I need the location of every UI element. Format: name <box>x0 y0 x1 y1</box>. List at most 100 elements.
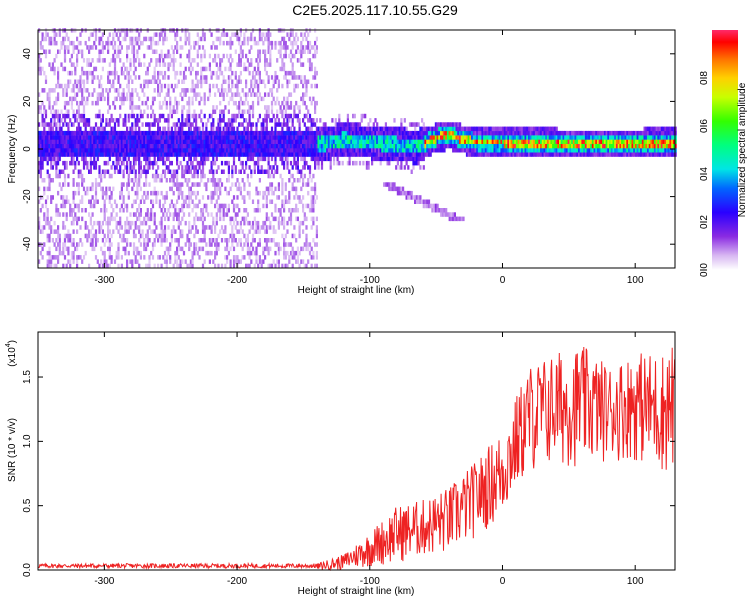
spectrogram-cell <box>77 203 80 209</box>
spectrogram-cell <box>217 152 220 157</box>
spectrogram-cell <box>215 126 218 132</box>
spectrogram-cell <box>436 139 439 144</box>
spectrogram-cell <box>434 148 437 153</box>
spectrogram-cell <box>41 45 44 50</box>
spectrogram-cell <box>236 178 239 183</box>
spectrogram-cell <box>207 118 210 123</box>
spectrogram-cell <box>279 143 282 149</box>
spectrogram-cell <box>122 246 125 252</box>
spectrogram-cell <box>255 208 258 213</box>
spectrogram-cell <box>88 70 91 76</box>
spectrogram-cell <box>89 186 92 192</box>
spectrogram-cell <box>48 178 51 183</box>
spectrogram-cell <box>355 139 358 144</box>
spectrogram-cell <box>153 32 156 37</box>
spectrogram-cell <box>396 186 399 192</box>
spectrogram-cell <box>172 122 175 127</box>
spectrogram-cell <box>283 216 286 222</box>
spectrogram-cell <box>343 148 346 153</box>
spectrogram-cell <box>101 126 104 132</box>
spectrogram-cell <box>424 143 427 149</box>
spectrogram-cell <box>74 216 77 222</box>
spectrogram-cell <box>58 242 61 247</box>
spectrogram-cell <box>300 173 303 179</box>
spectrogram-cell <box>360 152 363 157</box>
spectrogram-cell <box>462 135 465 140</box>
spectrogram-cell <box>281 109 284 114</box>
spectrogram-cell <box>150 58 153 63</box>
spectrogram-cell <box>346 148 349 153</box>
spectrogram-cell <box>148 212 151 217</box>
spectrogram-cell <box>86 233 89 239</box>
spectrogram-cell <box>267 79 270 84</box>
spectrogram-cell <box>427 203 431 209</box>
spectrogram-cell <box>421 118 424 123</box>
spectrogram-cell <box>276 58 279 63</box>
spectrogram-cell <box>305 113 308 119</box>
spectrogram-cell <box>53 242 56 247</box>
spectrogram-cell <box>324 126 327 132</box>
spectrogram-cell <box>44 79 48 84</box>
spectrogram-cell <box>63 139 67 144</box>
spectrogram-cell <box>148 122 151 127</box>
spectrogram-cell <box>172 135 175 140</box>
spectrogram-cell <box>405 139 408 144</box>
spectrogram-cell <box>198 113 201 119</box>
spectrogram-cell <box>245 152 248 157</box>
spectrogram-cell <box>160 242 163 247</box>
spectrogram-cell <box>39 40 42 46</box>
spectrogram-cell <box>115 212 118 217</box>
spectrogram-cell <box>176 130 179 136</box>
spectrogram-cell <box>193 250 196 256</box>
spectrogram-cell <box>250 79 253 84</box>
spectrogram-cell <box>255 70 258 76</box>
spectrogram-cell <box>376 126 379 132</box>
spectrogram-cell <box>112 139 115 144</box>
spectrogram-cell <box>434 208 437 213</box>
spectrogram-cell <box>243 208 246 213</box>
spectrogram-cell <box>253 135 256 140</box>
spectrogram-cell <box>283 208 286 213</box>
spectrogram-cell <box>269 199 272 204</box>
spectrogram-cell <box>355 130 358 136</box>
spectrogram-cell <box>431 143 434 149</box>
spectrogram-cell <box>241 40 244 46</box>
spectrogram-cell <box>488 143 491 149</box>
spectrogram-cell <box>450 122 453 127</box>
spectrogram-cell <box>169 203 172 209</box>
spectrogram-cell <box>115 156 118 162</box>
spectrogram-cell <box>153 118 156 123</box>
spectrogram-cell <box>360 143 363 149</box>
spectrogram-cell <box>212 216 215 222</box>
spectrogram-cell <box>193 83 196 89</box>
spectrogram-cell <box>124 122 127 127</box>
spectrogram-cell <box>219 135 222 140</box>
spectrogram-cell <box>283 96 286 102</box>
spectrogram-cell <box>94 130 98 136</box>
spectrogram-cell <box>367 135 370 140</box>
spectrogram-cell <box>248 130 251 136</box>
spectrogram-cell <box>101 220 104 226</box>
spectrogram-cell <box>146 135 149 140</box>
spectrogram-cell <box>203 156 206 162</box>
spectrogram-cell <box>291 152 294 157</box>
spectrogram-cell <box>288 92 291 97</box>
spectrogram-cell <box>398 156 401 162</box>
spectrogram-cell <box>231 233 234 239</box>
spectrogram-cell <box>491 135 494 140</box>
spectrogram-cell <box>91 100 94 106</box>
spectrogram-cell <box>483 152 486 157</box>
spectrogram-cell <box>113 58 117 63</box>
spectrogram-cell <box>246 233 249 239</box>
spectrogram-cell <box>151 109 155 114</box>
spectrogram-cell <box>227 122 230 127</box>
spectrogram-cell <box>124 135 127 140</box>
spectrogram-cell <box>374 139 377 144</box>
spectrogram-cell <box>134 118 137 123</box>
spectrogram-cell <box>160 70 163 76</box>
spectrogram-cell <box>270 186 274 192</box>
spectrogram-cell <box>169 160 172 166</box>
spectrogram-cell <box>469 139 472 144</box>
spectrogram-cell <box>341 126 344 132</box>
spectrogram-cell <box>212 83 215 89</box>
